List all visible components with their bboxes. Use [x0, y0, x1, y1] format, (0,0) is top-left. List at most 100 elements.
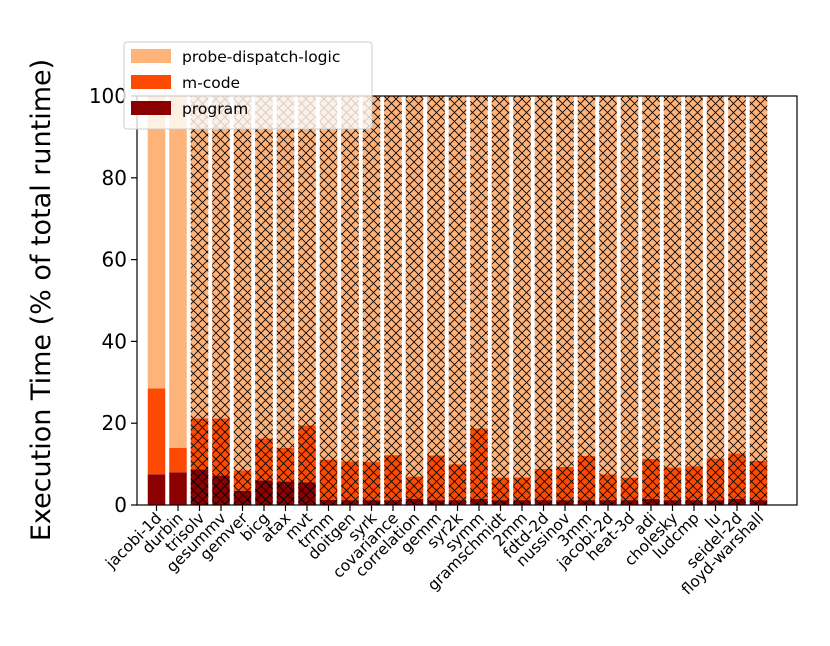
bar-hatch-probe-dispatch-logic-ludcmp [685, 96, 703, 467]
bar-hatch-probe-dispatch-logic-floyd-warshall [749, 96, 768, 461]
bar-hatch-probe-dispatch-logic-lu [706, 96, 725, 459]
bar-hatch-probe-dispatch-logic-gemver [233, 96, 252, 471]
bar-hatch-program-gramschmidt [491, 500, 510, 505]
bar-hatch-m-code-lu [706, 458, 725, 501]
bar-hatch-m-code-covariance [384, 455, 402, 501]
y-axis-title: Execution Time (% of total runtime) [26, 59, 57, 541]
plot-frame [136, 95, 798, 506]
bar-hatch-probe-dispatch-logic-jacobi-2d [599, 96, 617, 475]
bar-hatch-probe-dispatch-logic-symm [470, 96, 488, 429]
bar-hatch-m-code-mvt [298, 425, 316, 483]
y-tick-label: 40 [102, 329, 127, 353]
bar-hatch-program-2mm [513, 500, 531, 505]
bar-hatch-m-code-gemver [233, 470, 252, 491]
legend: probe-dispatch-logic m-code program [123, 41, 373, 130]
bar-m-code-jacobi-1d [147, 388, 166, 475]
bars-layer [147, 96, 768, 505]
bar-hatch-program-gesummv [212, 475, 230, 505]
bar-hatch-m-code-bicg [255, 438, 273, 481]
bar-hatch-program-trmm [319, 499, 338, 505]
y-tick-label: 20 [102, 411, 127, 435]
bar-hatch-m-code-jacobi-2d [599, 474, 617, 501]
bar-hatch-m-code-trisolv [190, 418, 209, 470]
legend-label-program: program [182, 100, 248, 118]
bar-hatch-program-adi [642, 498, 660, 505]
bar-hatch-program-nussinov [556, 500, 574, 505]
bar-hatch-m-code-trmm [319, 459, 338, 500]
bar-hatch-m-code-ludcmp [685, 466, 703, 501]
bar-hatch-m-code-floyd-warshall [749, 460, 768, 501]
y-tick-label: 80 [102, 166, 127, 190]
y-tick-label: 0 [114, 493, 127, 517]
bar-hatch-probe-dispatch-logic-fdtd-2d [534, 96, 553, 470]
bar-hatch-probe-dispatch-logic-heat-3d [620, 96, 639, 478]
bar-hatch-probe-dispatch-logic-2mm [513, 96, 531, 478]
bar-hatch-probe-dispatch-logic-adi [642, 96, 660, 459]
bar-hatch-probe-dispatch-logic-gemm [427, 96, 445, 456]
bar-hatch-m-code-atax [276, 447, 295, 482]
bar-hatch-probe-dispatch-logic-syrk [362, 96, 381, 463]
bar-hatch-program-mvt [298, 482, 316, 505]
bar-m-code-durbin [169, 447, 187, 473]
bar-hatch-m-code-doitgen [341, 461, 359, 501]
bar-hatch-m-code-syrk [362, 462, 381, 501]
bar-hatch-probe-dispatch-logic-covariance [384, 96, 402, 456]
bar-hatch-program-doitgen [341, 500, 359, 505]
bar-hatch-m-code-symm [470, 428, 488, 499]
y-tick-label: 60 [102, 248, 127, 272]
bar-hatch-m-code-cholesky [663, 467, 682, 501]
bar-hatch-m-code-seidel-2d [728, 453, 746, 499]
bar-hatch-probe-dispatch-logic-nussinov [556, 96, 574, 467]
bar-hatch-program-syrk [362, 500, 381, 505]
y-tick-label: 100 [89, 84, 127, 108]
bar-hatch-probe-dispatch-logic-cholesky [663, 96, 682, 468]
bar-hatch-program-trisolv [190, 469, 209, 505]
bar-hatch-program-seidel-2d [728, 498, 746, 505]
bar-hatch-probe-dispatch-logic-seidel-2d [728, 96, 746, 454]
bar-hatch-m-code-gesummv [212, 418, 230, 476]
bar-program-jacobi-1d [147, 474, 166, 505]
bar-hatch-probe-dispatch-logic-3mm [577, 96, 596, 456]
bar-hatch-probe-dispatch-logic-trisolv [190, 96, 209, 419]
bar-hatch-m-code-correlation [405, 476, 424, 499]
bar-hatch-program-atax [276, 481, 295, 505]
bar-hatch-probe-dispatch-logic-syr2k [448, 96, 467, 465]
bar-hatch-m-code-nussinov [556, 466, 574, 501]
legend-frame [123, 41, 373, 130]
bar-hatch-m-code-syr2k [448, 464, 467, 501]
bar-hatch-program-syr2k [448, 500, 467, 505]
bar-hatch-program-symm [470, 498, 488, 505]
bar-hatch-m-code-2mm [513, 477, 531, 501]
bar-hatch-program-lu [706, 500, 725, 505]
bar-probe-dispatch-logic-durbin [169, 96, 187, 448]
bar-hatch-program-floyd-warshall [749, 500, 768, 505]
bar-hatch-m-code-gemm [427, 455, 445, 501]
bar-hatch-m-code-3mm [577, 455, 596, 501]
bar-program-durbin [169, 472, 187, 505]
legend-swatch-probe-dispatch-logic [131, 49, 171, 63]
bar-hatch-probe-dispatch-logic-mvt [298, 96, 316, 426]
bar-hatch-program-covariance [384, 500, 402, 505]
bar-hatch-probe-dispatch-logic-correlation [405, 96, 424, 477]
bar-probe-dispatch-logic-jacobi-1d [147, 96, 166, 389]
bar-hatch-program-gemm [427, 500, 445, 505]
bar-hatch-program-gemver [233, 490, 252, 505]
bar-hatch-m-code-fdtd-2d [534, 469, 553, 501]
bar-hatch-program-3mm [577, 500, 596, 505]
legend-swatch-m-code [131, 75, 171, 89]
bar-hatch-probe-dispatch-logic-atax [276, 96, 295, 448]
bar-hatch-m-code-gramschmidt [491, 477, 510, 501]
bar-hatch-program-bicg [255, 480, 273, 505]
legend-swatch-program [131, 101, 171, 115]
bar-hatch-program-cholesky [663, 500, 682, 505]
bar-hatch-probe-dispatch-logic-gramschmidt [491, 96, 510, 478]
bar-hatch-probe-dispatch-logic-bicg [255, 96, 273, 439]
legend-label-probe-dispatch-logic: probe-dispatch-logic [182, 48, 340, 66]
bar-hatch-program-jacobi-2d [599, 500, 617, 505]
bar-hatch-probe-dispatch-logic-gesummv [212, 96, 230, 419]
legend-label-m-code: m-code [182, 74, 240, 92]
bar-hatch-probe-dispatch-logic-doitgen [341, 96, 359, 462]
bar-hatch-program-ludcmp [685, 500, 703, 505]
bar-hatch-program-correlation [405, 498, 424, 505]
